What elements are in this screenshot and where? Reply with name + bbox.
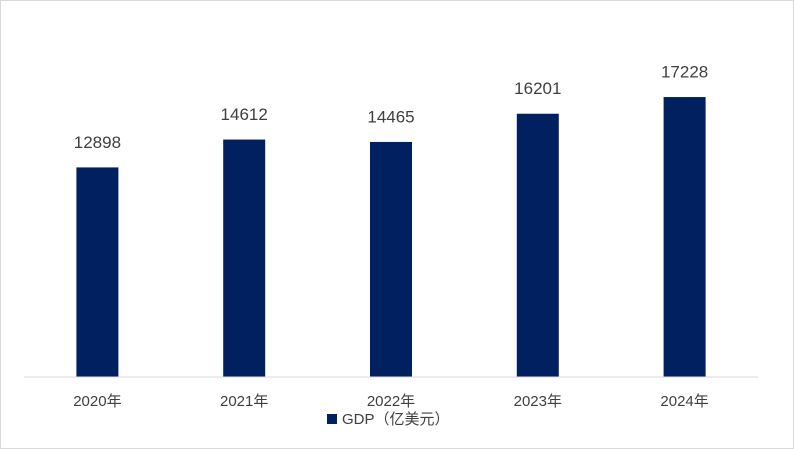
value-label: 17228 (661, 63, 708, 82)
legend-swatch (327, 414, 337, 424)
value-label: 14465 (367, 107, 414, 126)
value-label: 12898 (74, 133, 121, 152)
value-label: 14612 (221, 105, 268, 124)
x-tick-label: 2022年 (367, 393, 415, 410)
bar (76, 167, 119, 377)
legend-label: GDP（亿美元） (342, 411, 450, 428)
value-label: 16201 (514, 79, 561, 98)
x-tick-label: 2024年 (660, 393, 708, 410)
x-tick-label: 2021年 (220, 393, 268, 410)
bar (370, 141, 412, 377)
bar (516, 113, 559, 377)
x-tick-label: 2023年 (514, 393, 562, 410)
bar (223, 139, 266, 377)
bar (663, 97, 706, 378)
x-tick-label: 2020年 (73, 393, 121, 410)
